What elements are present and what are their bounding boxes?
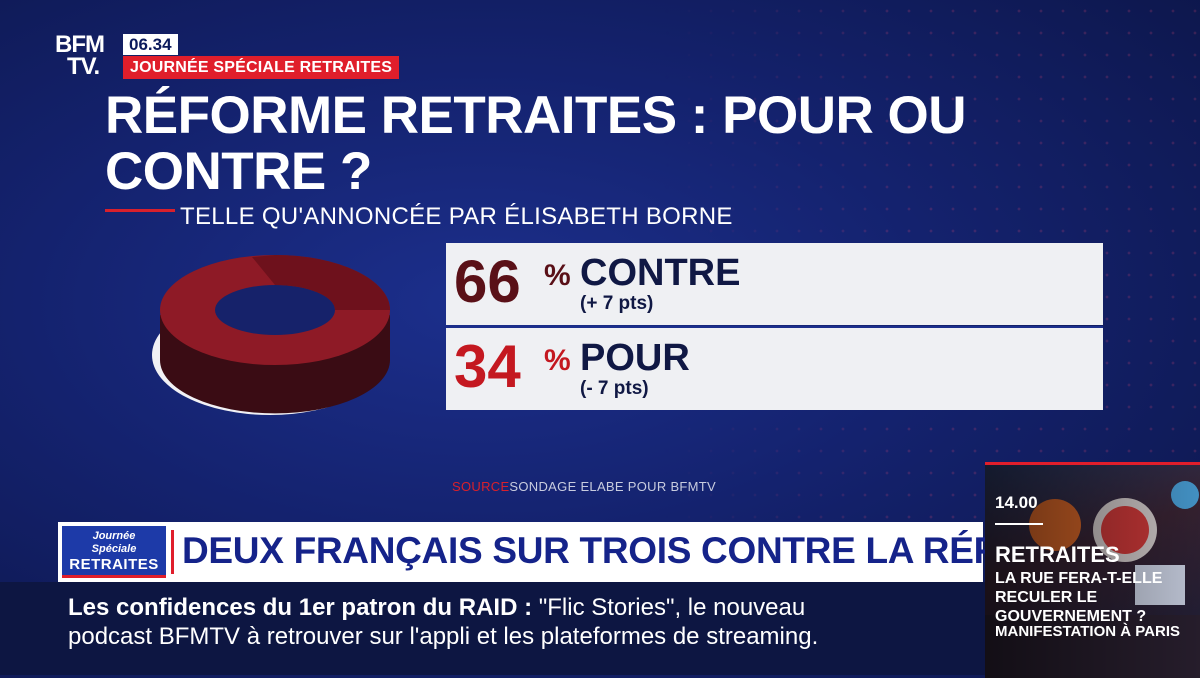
panel-shade: [985, 465, 1200, 678]
source-note: SOURCESONDAGE ELABE POUR BFMTV: [452, 479, 716, 494]
donut-chart: [152, 255, 390, 415]
clock-badge: 06.34: [123, 34, 178, 55]
pour-label: POUR: [580, 337, 690, 379]
graphic-title: RÉFORME RETRAITES : POUR OU CONTRE ?: [105, 86, 967, 201]
pour-delta: (- 7 pts): [580, 378, 649, 399]
pour-percent: 34: [454, 333, 521, 400]
next-program-rule: [995, 523, 1043, 525]
donut-slice-pour: [252, 255, 390, 310]
donut-hole: [215, 285, 335, 335]
contre-percent-sign: %: [544, 259, 571, 292]
next-program-time: 14.00: [995, 493, 1038, 512]
contre-delta: (+ 7 pts): [580, 293, 654, 314]
headline-divider: [171, 530, 174, 574]
ticker-bold-text: Les confidences du 1er patron du RAID :: [68, 594, 533, 621]
source-label: SOURCE: [452, 479, 510, 494]
badge-line-1: Journée: [92, 530, 136, 542]
next-program-panel: 14.00 RETRAITES LA RUE FERA-T-ELLE RECUL…: [985, 462, 1200, 678]
ticker-line-2: podcast BFMTV à retrouver sur l'appli et…: [68, 623, 819, 650]
news-ticker: [0, 582, 985, 675]
badge-line-3: RETRAITES: [69, 556, 159, 573]
special-edition-badge: JOURNÉE SPÉCIALE RETRAITES: [123, 56, 400, 79]
logo-line-2: TV.: [67, 53, 100, 80]
source-text: SONDAGE ELABE POUR BFMTV: [509, 479, 716, 494]
contre-percent: 66: [454, 248, 521, 315]
graphic-subtitle: TELLE QU'ANNONCÉE PAR ÉLISABETH BORNE: [180, 203, 733, 230]
headline-bar: Journée Spéciale RETRAITES DEUX FRANÇAIS…: [58, 522, 1106, 582]
next-program-title: RETRAITES: [995, 542, 1120, 567]
bfmtv-logo: BFM TV.: [55, 31, 117, 80]
pour-percent-sign: %: [544, 344, 571, 377]
contre-label: CONTRE: [580, 252, 741, 294]
badge-underline: [62, 575, 166, 578]
ticker-line-1: Les confidences du 1er patron du RAID : …: [68, 594, 805, 622]
headline-text: DEUX FRANÇAIS SUR TROIS CONTRE LA RÉFORM…: [182, 530, 1106, 571]
next-program-subtitle: LA RUE FERA-T-ELLE RECULER LE GOUVERNEME…: [995, 570, 1163, 625]
title-rule: [105, 209, 175, 212]
logo-line-1: BFM: [55, 31, 105, 58]
next-program-detail: MANIFESTATION À PARIS: [995, 623, 1180, 640]
result-contre: 66 % CONTRE (+ 7 pts): [446, 243, 1103, 325]
result-pour: 34 % POUR (- 7 pts): [446, 326, 1103, 410]
ticker-text: "Flic Stories", le nouveau: [532, 594, 806, 621]
special-edition-logo: Journée Spéciale RETRAITES: [62, 526, 166, 578]
badge-line-2: Spéciale: [91, 543, 137, 555]
